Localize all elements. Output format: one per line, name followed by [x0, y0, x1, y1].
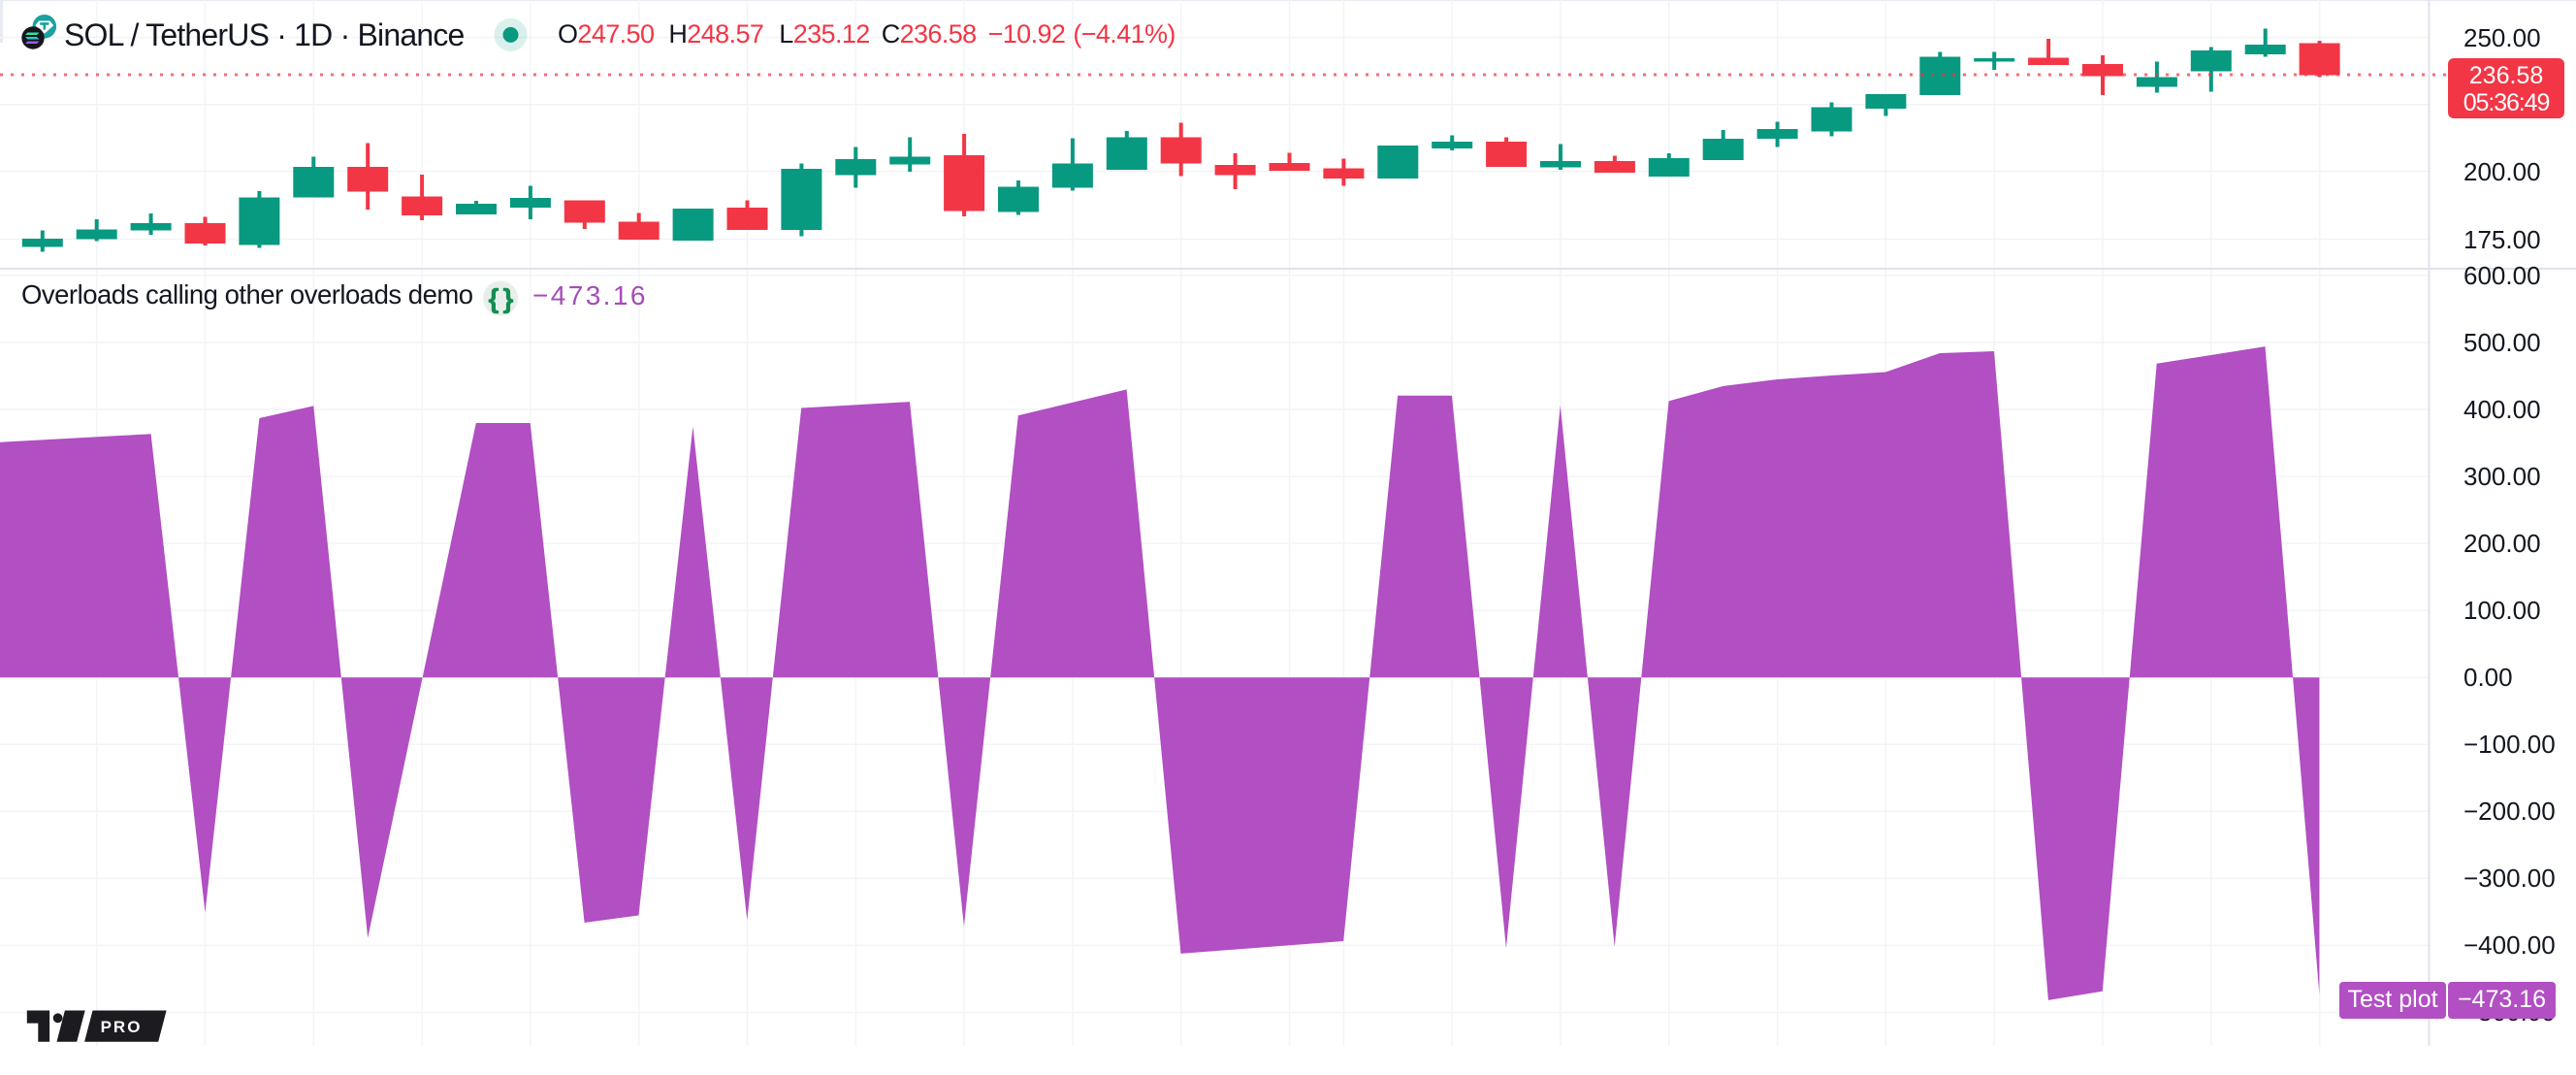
svg-text:}: } — [503, 283, 514, 313]
svg-text:PRO: PRO — [101, 1018, 143, 1036]
svg-text:{: { — [489, 283, 499, 313]
